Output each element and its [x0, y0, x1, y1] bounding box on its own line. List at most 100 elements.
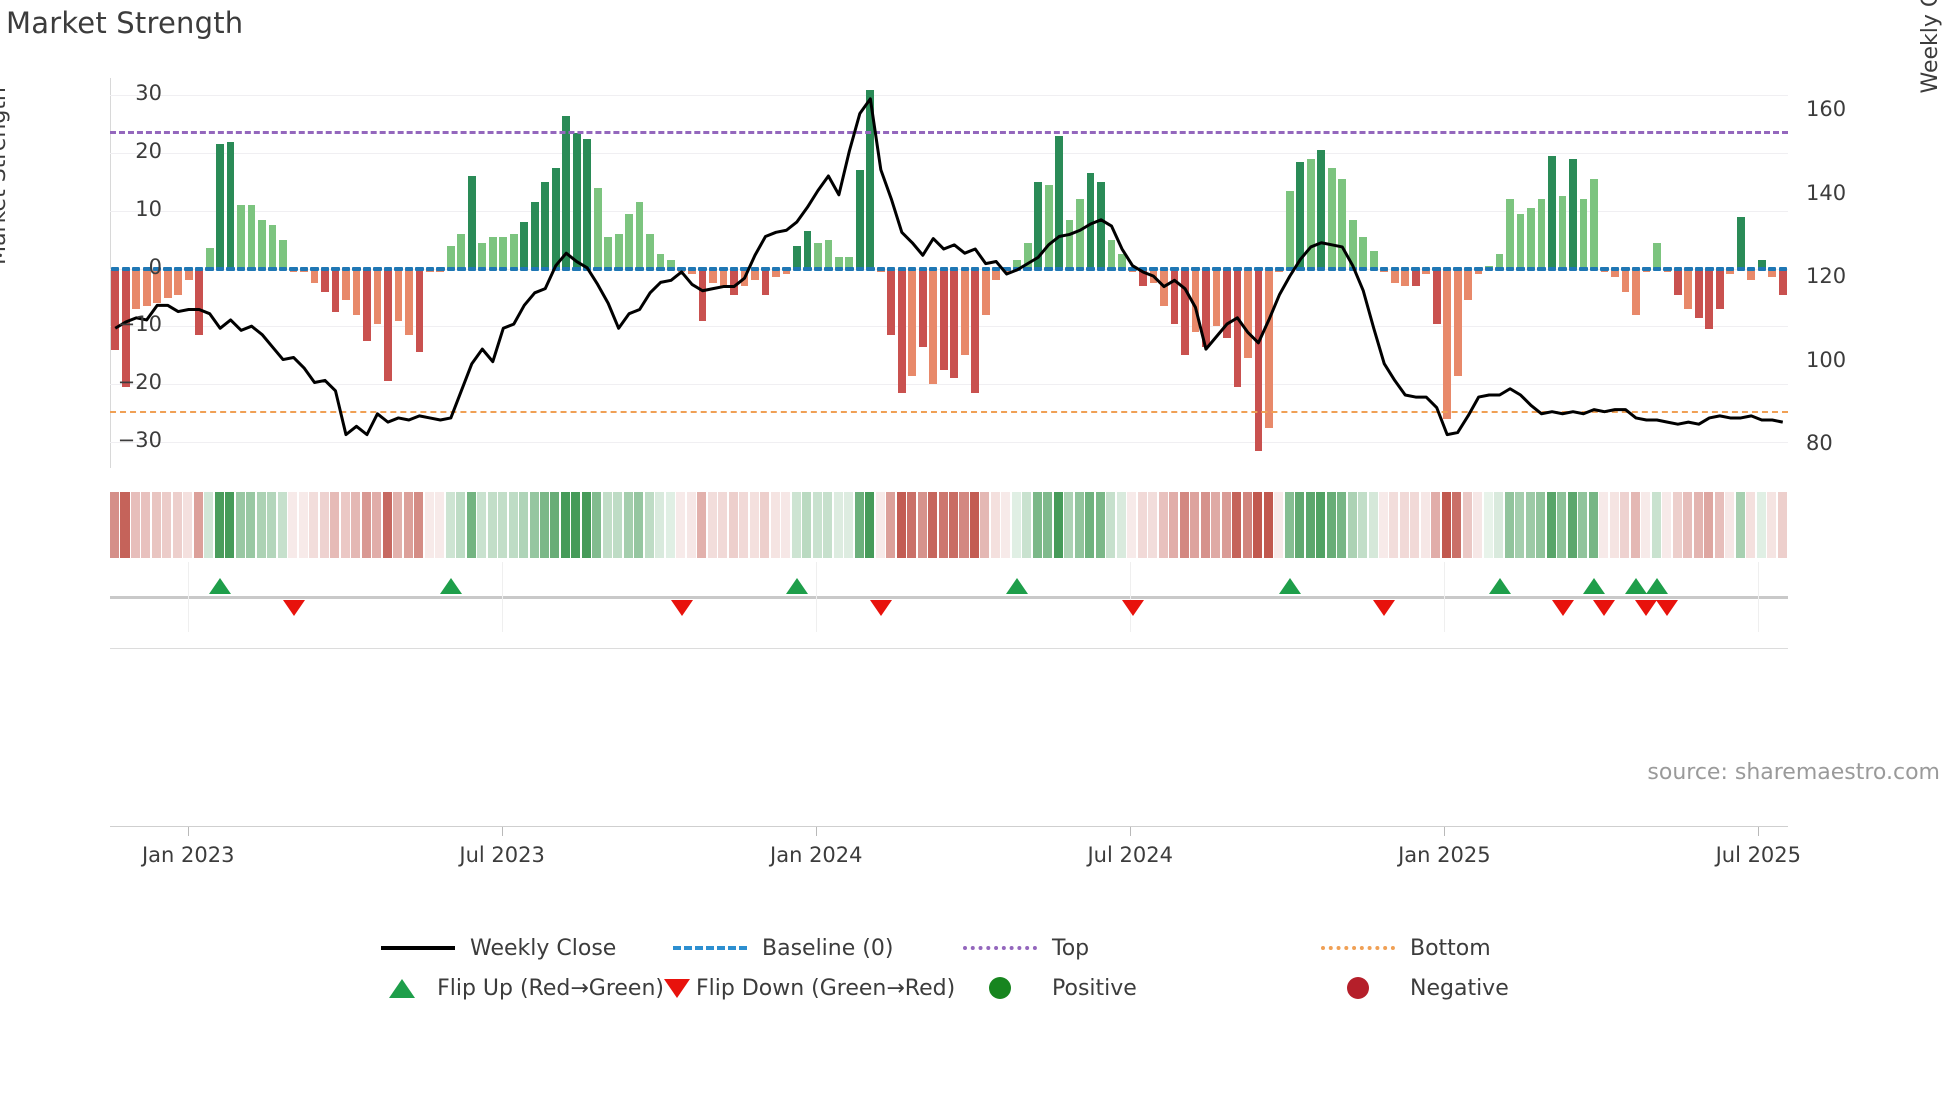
bar [761, 268, 770, 295]
baseline-marker [268, 266, 277, 271]
heatmap-cell [529, 492, 539, 558]
baseline-marker [320, 266, 330, 271]
flip-down-marker [1593, 600, 1616, 616]
baseline-marker [1327, 266, 1336, 271]
baseline-marker [719, 266, 728, 271]
heatmap-cell [865, 492, 875, 558]
heatmap-cell [267, 492, 277, 558]
heatmap-cell [340, 492, 350, 558]
baseline-marker [1107, 266, 1116, 271]
heatmap-cell [1221, 492, 1231, 558]
heatmap-cell [844, 492, 854, 558]
baseline-marker [782, 266, 791, 271]
baseline-marker [1338, 266, 1347, 271]
baseline-marker [1044, 266, 1053, 271]
heatmap-cell [309, 492, 319, 558]
heatmap-cell [802, 492, 812, 558]
baseline-marker [373, 266, 382, 271]
flip-down-marker [670, 600, 693, 616]
baseline-marker [1705, 266, 1714, 271]
bar [237, 205, 245, 269]
x-gridline [1758, 562, 1760, 632]
bar [1107, 239, 1116, 269]
legend-item-flip-up[interactable]: Flip Up (Red→Green) [372, 976, 664, 1001]
x-gridline [1444, 562, 1446, 632]
heatmap-cell [1368, 492, 1378, 558]
heatmap-cell [351, 492, 361, 558]
baseline-marker [740, 266, 749, 271]
legend-item-flip-down[interactable]: Flip Down (Green→Red) [664, 975, 956, 1001]
legend-label: Bottom [1410, 935, 1491, 961]
baseline-marker [184, 266, 193, 271]
legend-item-top[interactable]: Top [954, 936, 1312, 961]
heatmap-cell [1777, 492, 1787, 558]
legend-item-weekly-close[interactable]: Weekly Close [372, 936, 664, 961]
heatmap-cell [1106, 492, 1116, 558]
baseline-marker [478, 266, 487, 271]
baseline-marker [1254, 266, 1263, 271]
heatmap-cell [1693, 492, 1703, 558]
heatmap-cell [466, 492, 476, 558]
bar [625, 213, 633, 269]
bar [279, 239, 287, 269]
heatmap-cell [539, 492, 549, 558]
bar [688, 268, 696, 275]
heatmap-cell [969, 492, 979, 558]
legend-item-negative[interactable]: Negative [1312, 976, 1509, 1001]
x-tick-label: Jul 2023 [459, 843, 545, 867]
baseline-marker [750, 266, 760, 271]
baseline-marker [1505, 266, 1515, 271]
baseline-marker [698, 266, 707, 271]
heatmap-cell [1148, 492, 1158, 558]
baseline-marker [310, 266, 319, 271]
heatmap-cell [1704, 492, 1714, 558]
heatmap-cell [1316, 492, 1326, 558]
baseline-marker [1128, 266, 1137, 271]
baseline-marker [1537, 266, 1546, 271]
baseline-marker [1096, 266, 1106, 271]
x-gridline [1130, 562, 1132, 632]
baseline-marker [1212, 266, 1221, 271]
heatmap-cell [1074, 492, 1084, 558]
x-tick-mark [1130, 827, 1132, 836]
baseline-marker [939, 266, 948, 271]
heatmap-cell [1473, 492, 1483, 558]
x-axis-spine [110, 826, 1788, 827]
heatmap-cell [1536, 492, 1546, 558]
bar [1537, 199, 1546, 269]
heatmap-cell [162, 492, 172, 558]
legend-item-positive[interactable]: Positive [954, 976, 1312, 1001]
heatmap-cell [183, 492, 193, 558]
heatmap-cell [1599, 492, 1609, 558]
bar [887, 268, 896, 336]
x-tick-mark [188, 827, 190, 836]
baseline-marker [394, 266, 403, 271]
heatmap-cell [1232, 492, 1242, 558]
solid-line-icon [372, 946, 464, 950]
baseline-marker [1474, 266, 1483, 271]
legend-label: Flip Down (Green→Red) [696, 975, 956, 1001]
baseline-marker [1768, 266, 1777, 271]
heatmap-cell [1116, 492, 1126, 558]
x-tick-label: Jan 2025 [1398, 843, 1491, 867]
flip-down-marker [1373, 600, 1396, 616]
baseline-marker [761, 266, 770, 271]
heatmap-cell [770, 492, 780, 558]
y-tick-label: 30 [135, 81, 162, 106]
heatmap-cell [1200, 492, 1210, 558]
bar [897, 268, 906, 393]
bar [656, 254, 665, 269]
x-gridline [188, 562, 190, 632]
page-title: Market Strength [6, 6, 244, 40]
legend-item-bottom[interactable]: Bottom [1312, 936, 1491, 961]
legend-item-baseline[interactable]: Baseline (0) [664, 936, 954, 961]
heatmap-cell [655, 492, 665, 558]
baseline-marker [1621, 266, 1630, 271]
heatmap-cell [120, 492, 130, 558]
x-tick-label: Jul 2025 [1715, 843, 1802, 867]
baseline-marker [1453, 266, 1462, 271]
heatmap-cell [1347, 492, 1357, 558]
heatmap-cell [949, 492, 959, 558]
x-tick-mark [502, 827, 504, 836]
baseline-marker [950, 266, 959, 271]
